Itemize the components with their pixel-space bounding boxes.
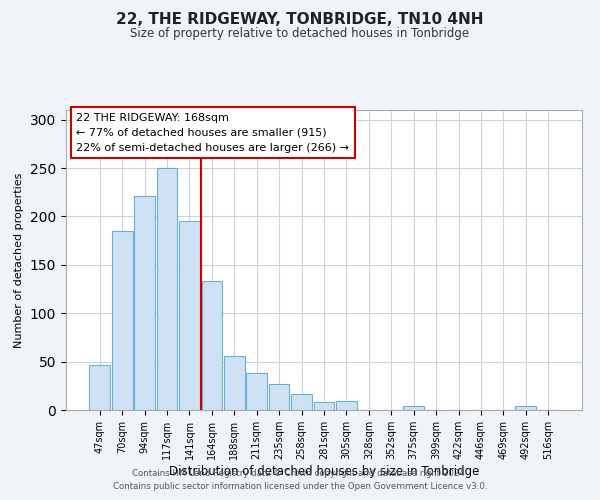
- Text: 22, THE RIDGEWAY, TONBRIDGE, TN10 4NH: 22, THE RIDGEWAY, TONBRIDGE, TN10 4NH: [116, 12, 484, 28]
- Bar: [247, 373, 267, 410]
- Bar: [336, 402, 357, 410]
- Bar: [112, 231, 133, 410]
- Text: Contains HM Land Registry data © Crown copyright and database right 2024.: Contains HM Land Registry data © Crown c…: [132, 468, 468, 477]
- Bar: [403, 406, 424, 410]
- X-axis label: Distribution of detached houses by size in Tonbridge: Distribution of detached houses by size …: [169, 464, 479, 477]
- Y-axis label: Number of detached properties: Number of detached properties: [14, 172, 25, 348]
- Bar: [89, 364, 110, 410]
- Bar: [157, 168, 178, 410]
- Bar: [179, 222, 200, 410]
- Text: Contains public sector information licensed under the Open Government Licence v3: Contains public sector information licen…: [113, 482, 487, 491]
- Bar: [134, 196, 155, 410]
- Bar: [314, 402, 334, 410]
- Bar: [224, 356, 245, 410]
- Bar: [291, 394, 312, 410]
- Text: 22 THE RIDGEWAY: 168sqm
← 77% of detached houses are smaller (915)
22% of semi-d: 22 THE RIDGEWAY: 168sqm ← 77% of detache…: [76, 113, 349, 152]
- Bar: [269, 384, 289, 410]
- Text: Size of property relative to detached houses in Tonbridge: Size of property relative to detached ho…: [130, 28, 470, 40]
- Bar: [202, 282, 222, 410]
- Bar: [515, 406, 536, 410]
